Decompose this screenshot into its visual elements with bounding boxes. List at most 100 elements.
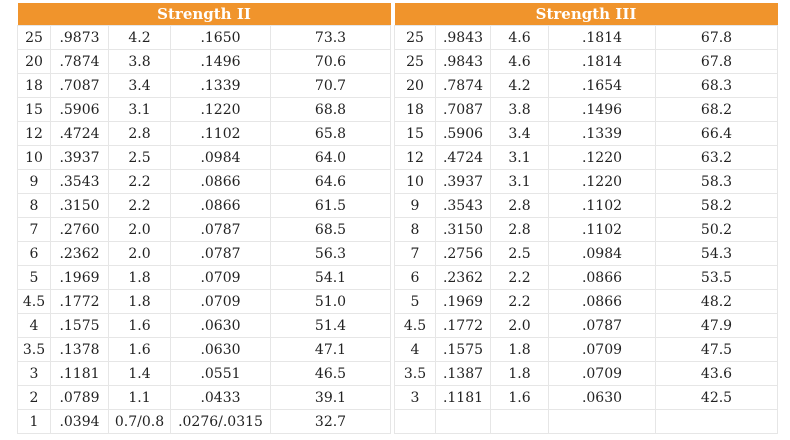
table-cell [654, 409, 779, 434]
table-cell [394, 409, 436, 434]
table-cell: .0789 [50, 385, 109, 410]
table-cell: 1.4 [108, 361, 171, 386]
table-cell: .5906 [50, 97, 109, 122]
table-row: 15.5906 3.4.1339 66.4 [394, 121, 779, 146]
table-cell: 4.2 [490, 73, 549, 98]
table-row: 6.2362 2.0.0787 56.3 [17, 241, 392, 266]
table-row: 6.2362 2.2.0866 53.5 [394, 265, 779, 290]
table-cell: 2.2 [108, 193, 171, 218]
table-cell: 1.6 [490, 385, 549, 410]
table-cell: .0394 [50, 409, 109, 434]
table-cell: 61.5 [269, 193, 392, 218]
table-cell: .3543 [435, 193, 491, 218]
table-cell: 12 [17, 121, 51, 146]
table-cell: .1575 [435, 337, 491, 362]
table-cell: .7874 [435, 73, 491, 98]
table-cell: 73.3 [269, 25, 392, 50]
table-cell: 18 [394, 97, 436, 122]
table-cell: 4.5 [17, 289, 51, 314]
table-cell: 32.7 [269, 409, 392, 434]
table-cell: .0709 [548, 337, 656, 362]
table-row: 25.9873 4.2.1650 73.3 [17, 25, 392, 50]
table-cell: .2756 [435, 241, 491, 266]
table-cell: 4.2 [108, 25, 171, 50]
table-cell: 4 [394, 337, 436, 362]
header-row: Strength III [394, 3, 778, 26]
table-cell: .0866 [548, 265, 656, 290]
table-cell: 63.2 [654, 145, 779, 170]
table-cell: 2.5 [490, 241, 549, 266]
table-row: 10.3937 2.5.0984 64.0 [17, 145, 392, 170]
table-cell: .0984 [548, 241, 656, 266]
table-cell: 43.6 [654, 361, 779, 386]
table-cell: .3543 [50, 169, 109, 194]
table-cell: 15 [394, 121, 436, 146]
table-cell: .0551 [170, 361, 271, 386]
table-cell: 66.4 [654, 121, 779, 146]
table-row: 12.4724 3.1.1220 63.2 [394, 145, 779, 170]
table-cell: 2.0 [490, 313, 549, 338]
table-cell: 3.1 [490, 169, 549, 194]
table-cell: 7 [394, 241, 436, 266]
table-cell: 6 [17, 241, 51, 266]
table-cell: 6 [394, 265, 436, 290]
table-row: 15.5906 3.1.1220 68.8 [17, 97, 392, 122]
table-cell: .1378 [50, 337, 109, 362]
table-cell: .4724 [50, 121, 109, 146]
table-row: 8.3150 2.8.1102 50.2 [394, 217, 779, 242]
table-cell: 5 [394, 289, 436, 314]
table-row: 2.0789 1.1.0433 39.1 [17, 385, 392, 410]
table-cell: .1102 [170, 121, 271, 146]
table-cell: .0276/.0315 [170, 409, 271, 434]
table-cell [435, 409, 491, 434]
header-row: Strength II [17, 3, 391, 26]
table-cell: 1.8 [108, 265, 171, 290]
table-row: 25.9843 4.6.1814 67.8 [394, 49, 779, 74]
table-cell: .0709 [548, 361, 656, 386]
table-cell: 4.6 [490, 25, 549, 50]
table-cell: 42.5 [654, 385, 779, 410]
table-cell [490, 409, 549, 434]
table-cell: 2.8 [490, 217, 549, 242]
table-row: 20.7874 4.2.1654 68.3 [394, 73, 779, 98]
table-cell: 65.8 [269, 121, 392, 146]
table-cell: .2362 [50, 241, 109, 266]
table-cell: .1814 [548, 25, 656, 50]
table-cell: 2.0 [108, 241, 171, 266]
table-row: 5.1969 1.8.0709 54.1 [17, 265, 392, 290]
table-title: Strength III [394, 3, 778, 26]
table-row: 12.4724 2.8.1102 65.8 [17, 121, 392, 146]
table-cell: 39.1 [269, 385, 392, 410]
table-row: 5.1969 2.2.0866 48.2 [394, 289, 779, 314]
table-row: 3.1181 1.4.0551 46.5 [17, 361, 392, 386]
table-row: 4.1575 1.8.0709 47.5 [394, 337, 779, 362]
table-cell: .2362 [435, 265, 491, 290]
table-cell: 47.1 [269, 337, 392, 362]
table-cell: 68.8 [269, 97, 392, 122]
table-cell: .1650 [170, 25, 271, 50]
table-row: 3.5.1378 1.6.0630 47.1 [17, 337, 392, 362]
table-cell: 50.2 [654, 217, 779, 242]
table-cell: .0866 [170, 193, 271, 218]
table-cell: 10 [394, 169, 436, 194]
strength-table: Strength II 25.9873 4.2.1650 73.3 20.7874 3.… [17, 3, 392, 434]
table-cell: 53.5 [654, 265, 779, 290]
table-cell: 64.6 [269, 169, 392, 194]
table-cell: 2.8 [490, 193, 549, 218]
table-cell: 3.1 [490, 145, 549, 170]
table-cell: .0787 [170, 217, 271, 242]
table-cell: .0630 [170, 313, 271, 338]
table-cell: 5 [17, 265, 51, 290]
table-cell: 58.2 [654, 193, 779, 218]
table-cell: 3.8 [490, 97, 549, 122]
table-cell: 1.8 [108, 289, 171, 314]
table-cell: 15 [17, 97, 51, 122]
table-cell: 9 [17, 169, 51, 194]
table-cell: .4724 [435, 145, 491, 170]
table-cell: 4.6 [490, 49, 549, 74]
table-cell: .0787 [548, 313, 656, 338]
table-cell: .1181 [435, 385, 491, 410]
table-cell: .0630 [548, 385, 656, 410]
table-title: Strength II [17, 3, 391, 26]
